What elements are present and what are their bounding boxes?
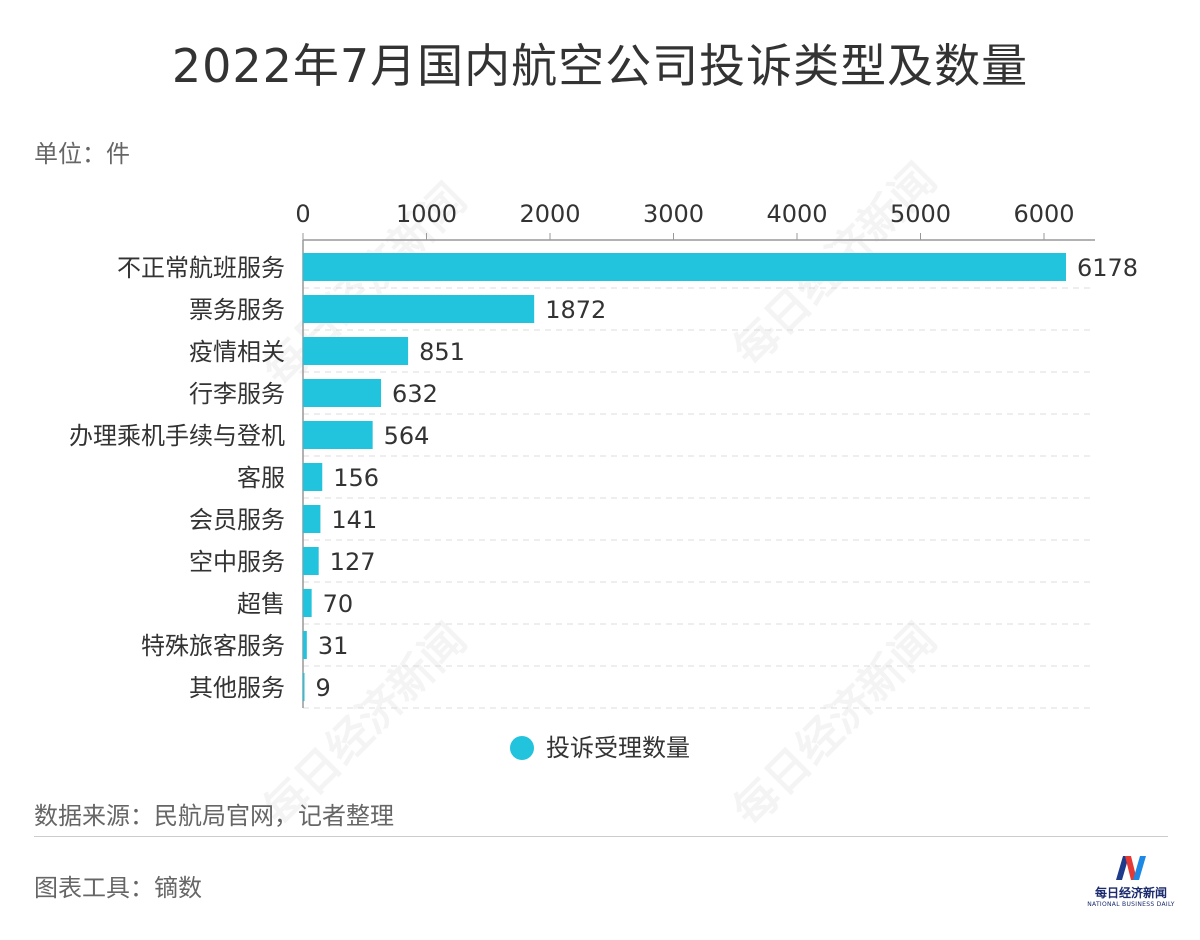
bar [303, 421, 373, 449]
chart-title: 2022年7月国内航空公司投诉类型及数量 [171, 39, 1029, 93]
category-label: 办理乘机手续与登机 [69, 422, 285, 450]
x-tick-label: 3000 [643, 200, 704, 228]
legend[interactable]: 投诉受理数量 [0, 728, 1200, 763]
category-label: 客服 [237, 464, 285, 492]
data-label: 31 [318, 632, 349, 660]
x-tick-label: 0 [295, 200, 310, 228]
category-label: 特殊旅客服务 [141, 632, 285, 660]
brand-name-cn: 每日经济新闻 [1094, 886, 1167, 900]
category-label: 空中服务 [189, 548, 285, 576]
x-tick-label: 4000 [766, 200, 827, 228]
data-label: 156 [333, 464, 379, 492]
data-label: 127 [330, 548, 376, 576]
category-label: 其他服务 [189, 674, 285, 702]
divider [34, 836, 1168, 837]
bar [303, 589, 312, 617]
bar [303, 673, 305, 701]
bar [303, 253, 1066, 281]
data-label: 851 [419, 338, 465, 366]
category-label: 疫情相关 [189, 338, 285, 366]
bar [303, 379, 382, 407]
legend-label: 投诉受理数量 [546, 734, 690, 762]
chart-tool: 图表工具：镝数 [34, 874, 202, 902]
category-label: 超售 [237, 590, 285, 618]
data-label: 141 [331, 506, 377, 534]
data-label: 70 [323, 590, 354, 618]
data-label: 6178 [1077, 254, 1138, 282]
brand-logo-icon [1116, 856, 1146, 880]
bar [303, 505, 321, 533]
bar [303, 631, 307, 659]
x-tick-label: 5000 [890, 200, 951, 228]
data-label: 564 [384, 422, 430, 450]
x-tick-label: 6000 [1013, 200, 1074, 228]
bar-chart: 0 1000 2000 3000 4000 5000 6000 不正常航班服务 6178 票务服务… [69, 200, 1138, 709]
data-label: 632 [392, 380, 438, 408]
x-tick-label: 2000 [519, 200, 580, 228]
x-tick-label: 1000 [396, 200, 457, 228]
bar [303, 295, 535, 323]
data-label: 9 [316, 674, 331, 702]
data-source: 数据来源：民航局官网，记者整理 [34, 802, 394, 830]
bar [303, 463, 323, 491]
category-label: 票务服务 [189, 296, 285, 324]
bar [303, 337, 409, 365]
data-label: 1872 [545, 296, 606, 324]
category-label: 不正常航班服务 [117, 254, 285, 282]
brand-name-en: NATIONAL BUSINESS DAILY [1087, 901, 1175, 908]
legend-marker [510, 736, 534, 760]
brand-logo: 每日经济新闻 NATIONAL BUSINESS DAILY [1086, 854, 1176, 908]
category-label: 会员服务 [189, 506, 285, 534]
unit-label: 单位：件 [34, 140, 130, 168]
bar [303, 547, 319, 575]
category-label: 行李服务 [189, 380, 285, 408]
